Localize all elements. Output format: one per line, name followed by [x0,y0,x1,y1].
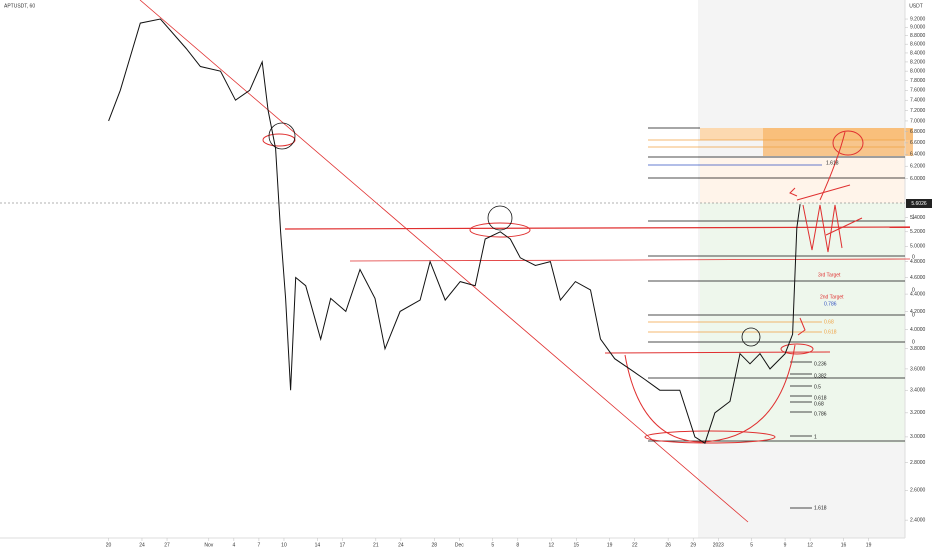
symbol-title: APTUSDT, 60 [4,3,35,9]
x-tick-label: Dec [455,542,464,548]
y-tick-label: 3.0000 [910,434,926,440]
y-tick-label: 4.2000 [910,309,926,315]
x-tick-label: 14 [315,542,321,548]
y-tick-label: 8.6000 [910,42,926,48]
x-tick-label: 12 [548,542,554,548]
fib-label: 1 [912,214,915,220]
x-tick-label: 5 [750,542,753,548]
fib-label: 0.68 [824,319,834,325]
y-tick-label: 2.6000 [910,488,926,494]
y-tick-label: 7.0000 [910,118,926,124]
y-tick-label: 9.2000 [910,16,926,22]
y-tick-label: 3.4000 [910,388,926,394]
fib-label: 1.618 [826,160,839,166]
y-tick-label: 8.4000 [910,50,926,56]
x-tick-label: Nov [204,542,213,548]
x-tick-label: 2023 [713,542,724,548]
x-tick-label: 16 [841,542,847,548]
x-tick-label: 26 [665,542,671,548]
fib-label: 1.618 [814,505,827,511]
y-tick-label: 8.2000 [910,59,926,65]
x-tick-label: 17 [340,542,346,548]
y-tick-label: 5.4000 [910,215,926,221]
x-tick-label: 4 [232,542,235,548]
y-tick-label: 7.4000 [910,98,926,104]
y-tick-label: 6.2000 [910,164,926,170]
price-tag [906,199,932,208]
y-tick-label: 3.8000 [910,346,926,352]
fib-label: 0.68 [814,401,824,407]
x-tick-label: 24 [398,542,404,548]
y-tick-label: 4.8000 [910,259,926,265]
y-tick-label: 5.2000 [910,229,926,235]
x-tick-label: 22 [632,542,638,548]
x-tick-label: 5 [491,542,494,548]
fib-label: 0 [912,312,915,318]
fib-label: 3rd Target [818,272,841,278]
y-tick-label: 4.4000 [910,291,926,297]
drawings [262,130,864,444]
x-tick-label: 19 [607,542,613,548]
x-tick-label: 9 [784,542,787,548]
fib-label: 1 [814,434,817,440]
fib-label: 0 [912,254,915,260]
fib-label: 0.5 [814,384,821,390]
x-tick-label: 7 [258,542,261,548]
fib-label: 0.618 [824,329,837,335]
x-tick-label: 8 [516,542,519,548]
price-label: 5.6026 [911,201,927,207]
price-line [108,18,801,444]
fib-label: 2nd Target [820,294,844,300]
x-tick-label: 21 [373,542,379,548]
highlight-circles [268,122,761,347]
x-tick-label: 29 [690,542,696,548]
resistance-line [349,258,911,262]
y-tick-label: 6.4000 [910,152,926,158]
y-tick-label: 4.6000 [910,275,926,281]
x-tick-label: 12 [807,542,813,548]
fib-lines [648,127,905,509]
x-tick-label: 27 [164,542,170,548]
x-tick-label: 19 [866,542,872,548]
x-tick-label: 10 [281,542,287,548]
y-tick-label: 5.0000 [910,244,926,250]
y-tick-label: 8.0000 [910,68,926,74]
fib-label: 0.618 [814,395,827,401]
y-tick-label: 6.6000 [910,140,926,146]
y-tick-label: 4.0000 [910,327,926,333]
fib-label: 0 [912,339,915,345]
fib-label: 0 [912,287,915,293]
x-tick-label: 24 [139,542,145,548]
y-tick-label: 3.6000 [910,366,926,372]
fib-label: 0.786 [824,301,837,307]
x-tick-label: 28 [432,542,438,548]
target-zone [700,158,905,203]
x-tick-label: 15 [573,542,579,548]
y-tick-label: 2.4000 [910,517,926,523]
y-tick-label: 9.0000 [910,25,926,31]
fib-label: 0.382 [814,373,827,379]
resistance-line [284,226,911,230]
y-tick-label: 7.6000 [910,88,926,94]
y-tick-label: 6.8000 [910,129,926,135]
fib-label: 0.236 [814,361,827,367]
fib-label: 0.786 [814,411,827,417]
neckline [604,351,831,354]
y-tick-label: 7.8000 [910,78,926,84]
y-axis-label: USDT [909,3,923,9]
y-tick-label: 6.0000 [910,176,926,182]
y-tick-label: 3.2000 [910,410,926,416]
y-tick-label: 2.8000 [910,460,926,466]
y-tick-label: 7.2000 [910,108,926,114]
y-tick-label: 8.8000 [910,33,926,39]
x-tick-label: 20 [106,542,112,548]
